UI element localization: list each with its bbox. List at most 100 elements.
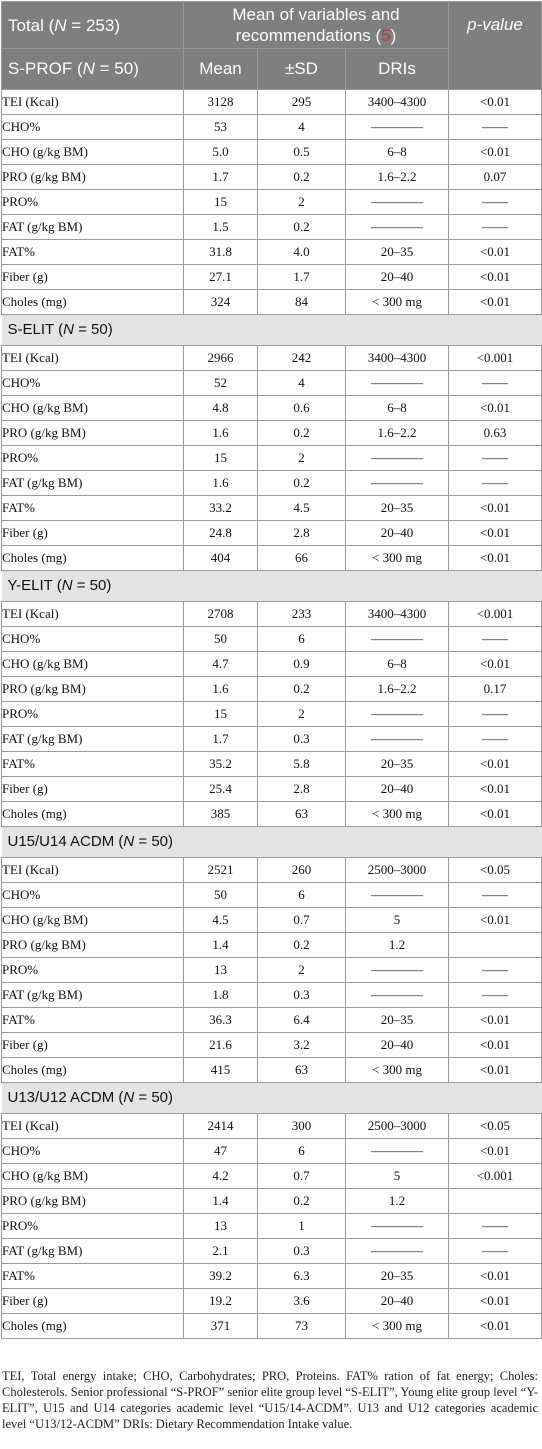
sd-cell: 6 (257, 882, 346, 908)
variable-cell: PRO% (1, 445, 184, 471)
mean-cell: 15 (183, 445, 258, 471)
mean-cell: 15 (183, 701, 258, 727)
variable-cell: Choles (mg) (1, 1313, 184, 1339)
mean-cell: 13 (183, 957, 258, 983)
mean-cell: 15 (183, 189, 258, 215)
reference-link[interactable]: 5 (381, 26, 391, 45)
pvalue-cell: <0.01 (448, 89, 542, 115)
pvalue-cell: 0.07 (448, 164, 542, 190)
mean-cell: 35.2 (183, 751, 258, 777)
variable-cell: Fiber (g) (1, 520, 184, 546)
dri-cell: 2500–3000 (345, 1113, 449, 1139)
mean-cell: 415 (183, 1057, 258, 1083)
mean-cell: 31.8 (183, 239, 258, 265)
pvalue-cell: <0.01 (448, 1313, 542, 1339)
dri-cell: 1.6–2.2 (345, 164, 449, 190)
pvalue-cell: <0.01 (448, 1007, 542, 1033)
dri-cell: < 300 mg (345, 545, 449, 571)
table-row-fiber: Fiber (g) 21.6 3.2 20–40 <0.01 (1, 1032, 542, 1058)
dri-cell: 5 (345, 907, 449, 933)
sd-cell: 0.2 (257, 932, 346, 958)
dri-cell: ———— (345, 445, 449, 471)
variable-cell: CHO (g/kg BM) (1, 907, 184, 933)
sd-cell: 0.3 (257, 726, 346, 752)
mean-cell: 2708 (183, 601, 258, 627)
pvalue-cell: <0.05 (448, 1113, 542, 1139)
pvalue-cell: 0.63 (448, 420, 542, 446)
variable-cell: TEI (Kcal) (1, 857, 184, 883)
dri-cell: 6–8 (345, 395, 449, 421)
sd-cell: 6.4 (257, 1007, 346, 1033)
mean-cell: 1.4 (183, 1188, 258, 1214)
pvalue-cell: <0.01 (448, 751, 542, 777)
sd-cell: 63 (257, 1057, 346, 1083)
dri-cell: 20–40 (345, 264, 449, 290)
variable-cell: CHO% (1, 1138, 184, 1164)
sd-cell: 3.6 (257, 1288, 346, 1314)
mean-cell: 5.0 (183, 139, 258, 165)
group-name: Y-ELIT (7, 577, 53, 594)
mean-cell: 371 (183, 1313, 258, 1339)
dri-cell: 20–40 (345, 1288, 449, 1314)
dri-cell: 3400–4300 (345, 345, 449, 371)
group-name: U13/U12 ACDM (7, 1089, 115, 1106)
sd-cell: 0.2 (257, 470, 346, 496)
dri-cell: ———— (345, 189, 449, 215)
group-section-row: U15/U14 ACDM (N = 50) (1, 826, 542, 858)
dri-cell: ———— (345, 470, 449, 496)
table-row-fat-g-kg: FAT (g/kg BM) 1.7 0.3 ———— —— (1, 726, 542, 752)
pvalue-cell: <0.001 (448, 1163, 542, 1189)
n-label: N (123, 833, 135, 850)
table-row-cho-g-kg: CHO (g/kg BM) 4.7 0.9 6–8 <0.01 (1, 651, 542, 677)
pvalue-cell: <0.01 (448, 545, 542, 571)
sd-cell: 0.3 (257, 982, 346, 1008)
dri-column-header: DRIs (345, 48, 449, 90)
table-row-fat-g-kg: FAT (g/kg BM) 2.1 0.3 ———— —— (1, 1238, 542, 1264)
sd-cell: 0.7 (257, 1163, 346, 1189)
variable-cell: FAT (g/kg BM) (1, 982, 184, 1008)
table-row-fat-g-kg: FAT (g/kg BM) 1.6 0.2 ———— —— (1, 470, 542, 496)
variable-cell: CHO% (1, 114, 184, 140)
n-label: N (61, 577, 73, 594)
mean-cell: 50 (183, 626, 258, 652)
table-footnote: TEI, Total energy intake; CHO, Carbohydr… (2, 1368, 539, 1431)
total-header: Total (N = 253) (1, 1, 184, 49)
sd-cell: 73 (257, 1313, 346, 1339)
table-row-tei: TEI (Kcal) 2966 242 3400–4300 <0.001 (1, 345, 542, 371)
dri-cell: 5 (345, 1163, 449, 1189)
dri-cell: 3400–4300 (345, 601, 449, 627)
table-row-cho-percent: CHO% 53 4 ———— —— (1, 114, 542, 140)
sd-cell: 300 (257, 1113, 346, 1139)
sd-column-header: ±SD (257, 48, 346, 90)
mean-cell: 2966 (183, 345, 258, 371)
pvalue-cell (448, 932, 542, 958)
dri-cell: 6–8 (345, 139, 449, 165)
table-row-cho-g-kg: CHO (g/kg BM) 4.5 0.7 5 <0.01 (1, 907, 542, 933)
dri-cell: 6–8 (345, 651, 449, 677)
table-row-pro-percent: PRO% 13 1 ———— —— (1, 1213, 542, 1239)
mean-cell: 33.2 (183, 495, 258, 521)
sd-cell: 260 (257, 857, 346, 883)
variable-cell: PRO% (1, 189, 184, 215)
table-row-tei: TEI (Kcal) 3128 295 3400–4300 <0.01 (1, 89, 542, 115)
pvalue-cell: 0.17 (448, 676, 542, 702)
sd-cell: 1 (257, 1213, 346, 1239)
dri-cell: ———— (345, 982, 449, 1008)
mean-cell: 1.6 (183, 470, 258, 496)
sd-cell: 233 (257, 601, 346, 627)
dri-cell: ———— (345, 701, 449, 727)
mean-cell: 21.6 (183, 1032, 258, 1058)
pvalue-cell: <0.01 (448, 1288, 542, 1314)
table-row-tei: TEI (Kcal) 2521 260 2500–3000 <0.05 (1, 857, 542, 883)
variable-cell: TEI (Kcal) (1, 345, 184, 371)
dri-cell: 20–40 (345, 776, 449, 802)
variable-cell: PRO% (1, 1213, 184, 1239)
variable-cell: CHO (g/kg BM) (1, 139, 184, 165)
variable-cell: CHO% (1, 626, 184, 652)
pvalue-cell: —— (448, 1238, 542, 1264)
table-row-pro-percent: PRO% 15 2 ———— —— (1, 701, 542, 727)
variable-cell: PRO (g/kg BM) (1, 676, 184, 702)
variable-cell: PRO% (1, 701, 184, 727)
variable-cell: FAT% (1, 1007, 184, 1033)
table-row-choles: Choles (mg) 371 73 < 300 mg <0.01 (1, 1313, 542, 1339)
